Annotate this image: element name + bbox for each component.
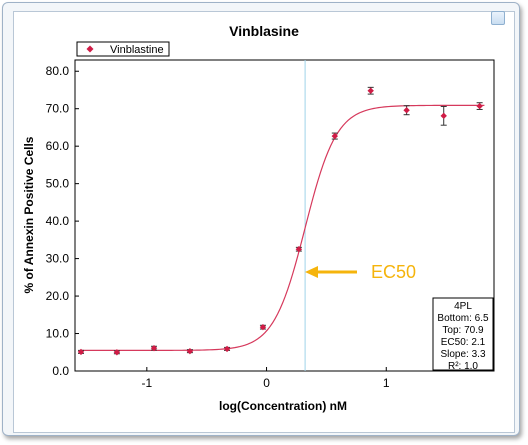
marker (259, 323, 267, 331)
x-axis-label: log(Concentration) nM (219, 399, 347, 413)
y-axis: 0.0 10.0 20.0 30.0 40.0 50.0 60.0 70.0 80.0 (46, 64, 79, 378)
y-tick-label: 40.0 (46, 214, 70, 228)
x-axis: -1 0 1 (141, 367, 390, 390)
data-point (150, 344, 158, 352)
legend: Vinblastine (76, 41, 170, 57)
stats-box-frame (432, 297, 494, 371)
ec50-label: EC50 (371, 262, 416, 282)
plot-area (74, 59, 495, 372)
data-point (223, 345, 231, 353)
stats-box: 4PL Bottom: 6.5 Top: 70.9 EC50: 2.1 Slop… (432, 297, 494, 372)
y-tick-label: 10.0 (46, 327, 70, 341)
marker (476, 102, 483, 110)
data-point (77, 348, 85, 356)
chart-window (2, 2, 520, 436)
legend-box (76, 41, 170, 57)
x-tick-label: 1 (383, 376, 390, 390)
marker (223, 345, 231, 353)
data-point (186, 347, 194, 355)
fit-curve (80, 104, 485, 351)
marker (367, 87, 374, 94)
stats-line-bottom: Bottom: 6.5 (437, 313, 489, 324)
data-point (367, 86, 374, 95)
marker (331, 132, 338, 140)
stats-line-slope: Slope: 3.3 (440, 349, 485, 360)
chart-title: Vinblasine (229, 23, 299, 39)
y-tick-label: 70.0 (46, 102, 70, 116)
y-tick-label: 0.0 (52, 364, 69, 378)
marker (77, 348, 85, 356)
data-point (331, 132, 338, 140)
y-tick-label: 80.0 (46, 64, 70, 78)
stats-line-r2: R²: 1.0 (448, 361, 478, 372)
marker (186, 347, 194, 355)
marker (403, 107, 410, 114)
marker (150, 344, 158, 352)
marker (440, 112, 447, 120)
restore-icon[interactable] (491, 11, 505, 25)
stats-line-ec50: EC50: 2.1 (441, 337, 486, 348)
legend-label: Vinblastine (110, 44, 164, 56)
x-tick-label: 0 (263, 376, 270, 390)
data-points (77, 86, 483, 356)
y-tick-label: 50.0 (46, 177, 70, 191)
data-point (440, 105, 447, 126)
marker (295, 246, 303, 253)
y-tick-label: 30.0 (46, 252, 70, 266)
y-tick-label: 60.0 (46, 139, 70, 153)
data-point (476, 102, 483, 110)
y-axis-label: % of Annexin Positive Cells (22, 136, 36, 293)
data-point (403, 105, 410, 116)
stats-line-top: Top: 70.9 (442, 325, 484, 336)
ec50-arrow-head (305, 266, 318, 278)
x-tick-label: -1 (141, 376, 152, 390)
legend-marker (86, 45, 94, 53)
data-point (259, 323, 267, 331)
y-tick-label: 20.0 (46, 289, 70, 303)
data-point (113, 349, 121, 356)
marker (113, 349, 121, 356)
stats-line-model: 4PL (454, 301, 472, 312)
data-point (295, 246, 303, 253)
chart-panel (13, 11, 515, 433)
ec50-annotation: EC50 (305, 262, 416, 282)
